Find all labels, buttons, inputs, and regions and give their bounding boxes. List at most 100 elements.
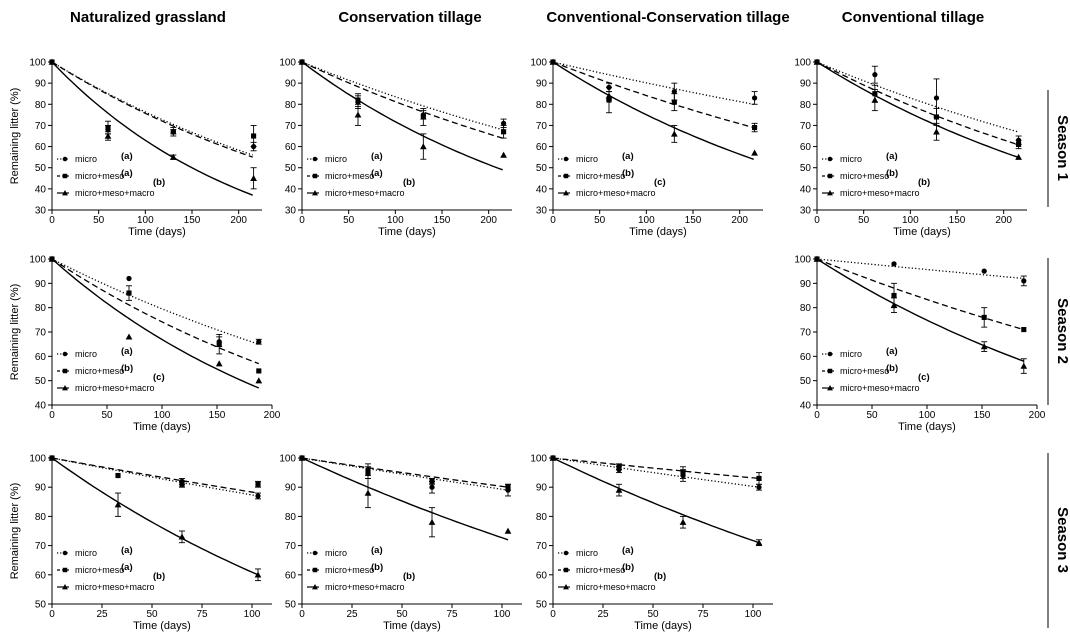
x-tick-label: 200	[995, 215, 1012, 226]
y-tick-label: 40	[800, 184, 812, 195]
point-micro-meso-macro	[605, 92, 613, 99]
legend-label-micro: micro	[325, 548, 347, 558]
legend-label-micro: micro	[325, 154, 347, 164]
significance-label-micro: (a)	[886, 346, 898, 357]
legend-marker-micro	[827, 156, 833, 162]
fit-line-micro-meso-macro	[51, 258, 260, 389]
legend-marker-micro	[312, 156, 318, 162]
point-micro-meso-macro	[549, 454, 557, 461]
fit-line-micro	[51, 61, 253, 156]
point-micro-meso-macro	[250, 174, 257, 181]
legend-label-micro-meso: micro+meso	[576, 171, 625, 181]
significance-label-micro: (a)	[121, 151, 133, 162]
legend-marker-micro-meso	[312, 567, 318, 573]
point-micro-meso-macro	[364, 489, 372, 496]
point-micro-meso-macro	[419, 143, 427, 150]
point-micro-meso	[115, 472, 121, 479]
point-micro-meso-macro	[114, 501, 122, 508]
y-tick-label: 70	[536, 121, 548, 132]
y-tick-label: 80	[536, 100, 548, 111]
y-tick-label: 60	[536, 142, 548, 153]
y-tick-label: 80	[800, 303, 812, 314]
column-title-conventional-tillage: Conventional tillage	[842, 9, 985, 26]
legend-label-micro-meso-macro: micro+meso+macro	[840, 383, 920, 393]
y-tick-label: 90	[35, 279, 47, 290]
x-tick-label: 50	[858, 215, 870, 226]
y-tick-label: 50	[35, 163, 47, 174]
legend-label-micro-meso-macro: micro+meso+macro	[576, 582, 656, 592]
legend-marker-micro-meso	[62, 567, 68, 573]
legend-label-micro-meso-macro: micro+meso+macro	[576, 188, 656, 198]
fit-line-micro-meso	[552, 457, 760, 480]
x-tick-label: 150	[209, 410, 226, 421]
legend-label-micro-meso: micro+meso	[325, 171, 374, 181]
point-micro	[671, 88, 677, 95]
legend-marker-micro-meso-macro	[62, 190, 68, 196]
legend-marker-micro	[563, 156, 569, 162]
y-tick-label: 60	[35, 142, 47, 153]
y-tick-label: 100	[794, 255, 811, 266]
y-tick-label: 100	[29, 255, 46, 266]
x-tick-label: 150	[949, 215, 966, 226]
point-micro-meso	[933, 114, 940, 120]
point-micro	[126, 275, 132, 282]
x-tick-label: 100	[494, 609, 511, 620]
significance-label-micro-meso-macro: (b)	[153, 177, 165, 188]
legend-marker-micro-meso	[563, 567, 569, 573]
x-axis-label: Time (days)	[128, 226, 186, 238]
x-tick-label: 50	[146, 609, 158, 620]
point-micro-meso	[105, 124, 111, 131]
point-micro-meso	[1016, 141, 1022, 148]
fit-line-micro-meso	[51, 61, 253, 158]
legend-label-micro-meso: micro+meso	[75, 366, 124, 376]
y-tick-label: 100	[279, 454, 296, 465]
x-tick-label: 100	[154, 410, 171, 421]
point-micro	[933, 95, 940, 101]
y-tick-label: 40	[35, 401, 47, 412]
x-tick-label: 150	[184, 215, 201, 226]
y-tick-label: 70	[800, 328, 812, 339]
point-micro	[872, 72, 878, 78]
legend-marker-micro-meso-macro	[563, 190, 569, 196]
legend-label-micro-meso-macro: micro+meso+macro	[75, 188, 155, 198]
x-tick-label: 100	[638, 215, 655, 226]
y-tick-label: 60	[800, 352, 812, 363]
panel-cct-s3: 50 60 70 80 90 100 0 25 50 75 100 Time (days) micro (…	[530, 454, 773, 632]
x-tick-label: 0	[550, 215, 556, 226]
point-micro-meso-macro	[500, 151, 507, 158]
point-micro	[429, 484, 435, 490]
fit-line-micro-meso	[51, 457, 259, 494]
point-micro-meso-macro	[298, 454, 306, 461]
y-tick-label: 50	[35, 600, 47, 611]
y-tick-label: 100	[530, 454, 547, 465]
point-micro	[751, 95, 758, 101]
y-tick-label: 30	[285, 206, 297, 217]
y-axis-label: Remaining litter (%)	[9, 483, 21, 580]
point-micro	[500, 120, 507, 126]
y-tick-label: 100	[794, 58, 811, 69]
y-tick-label: 60	[536, 570, 548, 581]
x-axis-label: Time (days)	[133, 421, 191, 433]
point-micro	[981, 268, 987, 274]
significance-label-micro-meso-macro: (c)	[918, 372, 930, 383]
legend-marker-micro-meso-macro	[312, 190, 318, 196]
point-micro-meso-macro	[813, 255, 821, 262]
x-tick-label: 0	[814, 215, 820, 226]
legend-label-micro-meso: micro+meso	[325, 565, 374, 575]
point-micro-meso	[429, 478, 435, 484]
panel-ct-s1: 30 40 50 60 70 80 90 100 0 50 100 150 200 Time (days)…	[279, 58, 512, 238]
legend-label-micro-meso: micro+meso	[840, 366, 889, 376]
y-tick-label: 80	[285, 100, 297, 111]
fit-line-micro-meso-macro	[816, 61, 1018, 158]
x-tick-label: 0	[299, 609, 305, 620]
legend-label-micro: micro	[576, 154, 598, 164]
x-tick-label: 200	[731, 215, 748, 226]
y-tick-label: 60	[800, 142, 812, 153]
y-tick-label: 90	[800, 279, 812, 290]
significance-label-micro-meso: (a)	[121, 562, 133, 573]
legend-marker-micro	[312, 550, 318, 556]
legend-label-micro-meso: micro+meso	[75, 565, 124, 575]
x-tick-label: 75	[697, 609, 709, 620]
point-micro-meso-macro	[178, 533, 186, 540]
